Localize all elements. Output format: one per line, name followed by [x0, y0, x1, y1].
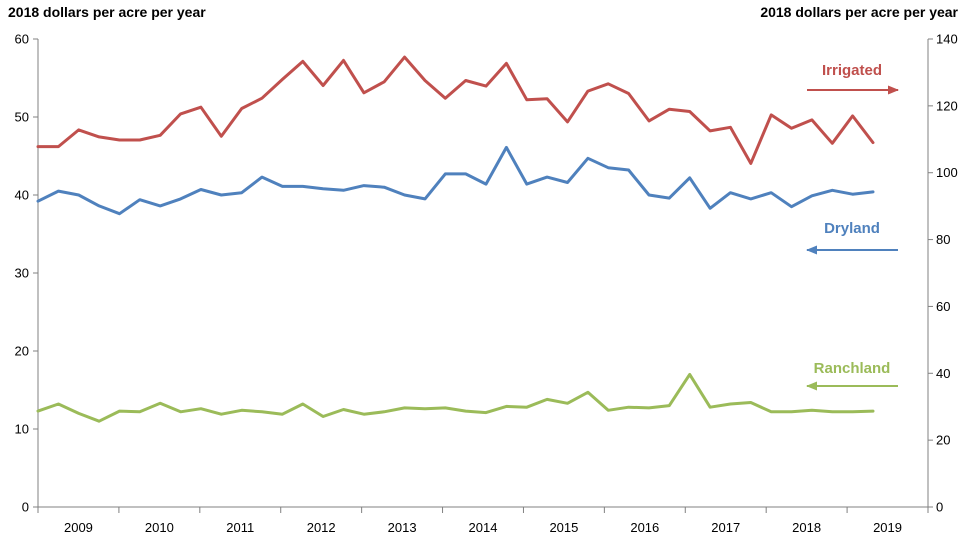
- left-tick-label: 30: [15, 266, 29, 281]
- left-tick-label: 60: [15, 32, 29, 47]
- x-tick-label: 2014: [469, 520, 498, 535]
- ranchland-arrow-icon: [806, 381, 817, 391]
- right-tick-label: 80: [936, 232, 950, 247]
- x-tick-label: 2011: [226, 520, 254, 535]
- x-tick-label: 2010: [145, 520, 174, 535]
- right-tick-label: 20: [936, 433, 950, 448]
- x-tick-label: 2009: [64, 520, 93, 535]
- ranchland-series-label: Ranchland: [814, 360, 891, 377]
- left-tick-label: 10: [15, 422, 29, 437]
- irrigated-series-line: [36, 55, 875, 165]
- right-axis-title: 2018 dollars per acre per year: [760, 4, 958, 20]
- right-tick-label: 140: [936, 32, 958, 47]
- left-tick-label: 50: [15, 110, 29, 125]
- right-tick-label: 40: [936, 366, 950, 381]
- left-axis-title: 2018 dollars per acre per year: [8, 4, 206, 20]
- x-tick-label: 2019: [873, 520, 902, 535]
- left-tick-label: 20: [15, 344, 29, 359]
- axes: 0 10 20 30 40 50 60 0 20 40 60 80 100 120 140 2009 2010 2…: [15, 32, 958, 536]
- dryland-series-label: Dryland: [824, 220, 880, 237]
- irrigated-series-label: Irrigated: [822, 62, 882, 79]
- x-tick-label: 2016: [630, 520, 659, 535]
- right-tick-label: 100: [936, 165, 958, 180]
- right-tick-label: 0: [936, 500, 943, 515]
- x-tick-label: 2017: [711, 520, 740, 535]
- x-tick-label: 2013: [388, 520, 417, 535]
- x-tick-label: 2018: [792, 520, 821, 535]
- right-tick-label: 60: [936, 299, 950, 314]
- x-tick-label: 2012: [307, 520, 336, 535]
- irrigated-arrow-icon: [888, 85, 899, 95]
- dryland-series-line: [36, 145, 875, 216]
- left-tick-label: 0: [22, 500, 29, 515]
- left-tick-label: 40: [15, 188, 29, 203]
- right-tick-label: 120: [936, 98, 958, 113]
- series-lines: [36, 55, 875, 423]
- x-tick-label: 2015: [549, 520, 578, 535]
- ranchland-series-line: [36, 372, 875, 423]
- dryland-arrow-icon: [806, 245, 817, 255]
- series-annotations: Irrigated Dryland Ranchland: [806, 62, 899, 391]
